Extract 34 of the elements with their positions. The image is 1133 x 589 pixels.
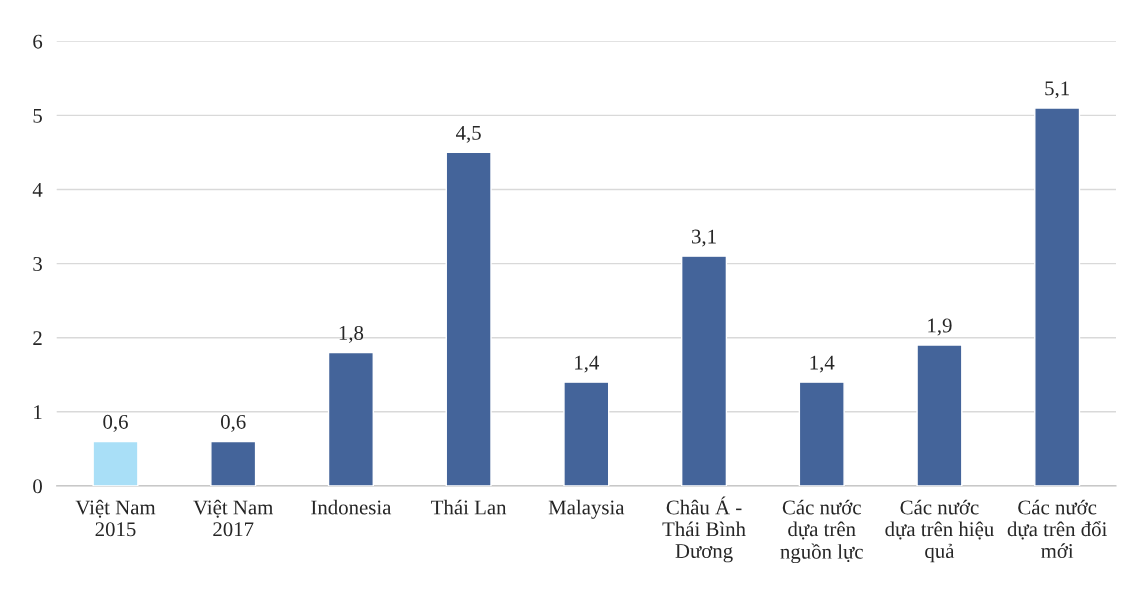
y-tick-label: 6 (33, 34, 43, 49)
bar (327, 351, 374, 486)
bar (916, 344, 963, 486)
x-tick-label: Malaysia (548, 499, 625, 519)
x-tick-label: Việt Nam 2017 (193, 499, 274, 537)
data-label: 1,4 (810, 355, 835, 373)
x-tick-label: Các nước dựa trên nguồn lực (780, 499, 863, 564)
bar (210, 440, 257, 486)
x-tick-label: Việt Nam 2015 (75, 499, 156, 537)
y-tick-label: 4 (32, 182, 43, 197)
data-label: 1,8 (339, 325, 364, 343)
bar (798, 381, 845, 486)
data-label: 5,1 (1045, 81, 1069, 99)
data-label: 1,9 (928, 318, 952, 336)
bar (563, 381, 610, 486)
data-label: 4,5 (456, 125, 481, 143)
x-tick-label: Thái Lan (431, 499, 507, 515)
data-label: 3,1 (692, 229, 716, 247)
x-tick-label: Châu Á - Thái Bình Dương (662, 496, 746, 563)
x-tick-label: Indonesia (311, 499, 392, 515)
bar (92, 440, 139, 486)
data-label: 0,6 (103, 414, 128, 432)
bar (1034, 107, 1081, 486)
data-label: 0,6 (220, 414, 246, 432)
data-label: 1,4 (575, 355, 600, 373)
y-tick-label: 3 (33, 257, 42, 272)
x-tick-label: Các nước dựa trên hiệu quả (885, 499, 994, 563)
y-tick-label: 1 (34, 405, 42, 420)
x-tick-label: Các nước dựa trên đổi mới (1007, 499, 1107, 559)
y-tick-label: 2 (33, 331, 42, 345)
y-tick-label: 0 (33, 479, 42, 494)
bar (680, 255, 728, 486)
bar (445, 151, 492, 486)
y-tick-label: 5 (33, 108, 42, 123)
